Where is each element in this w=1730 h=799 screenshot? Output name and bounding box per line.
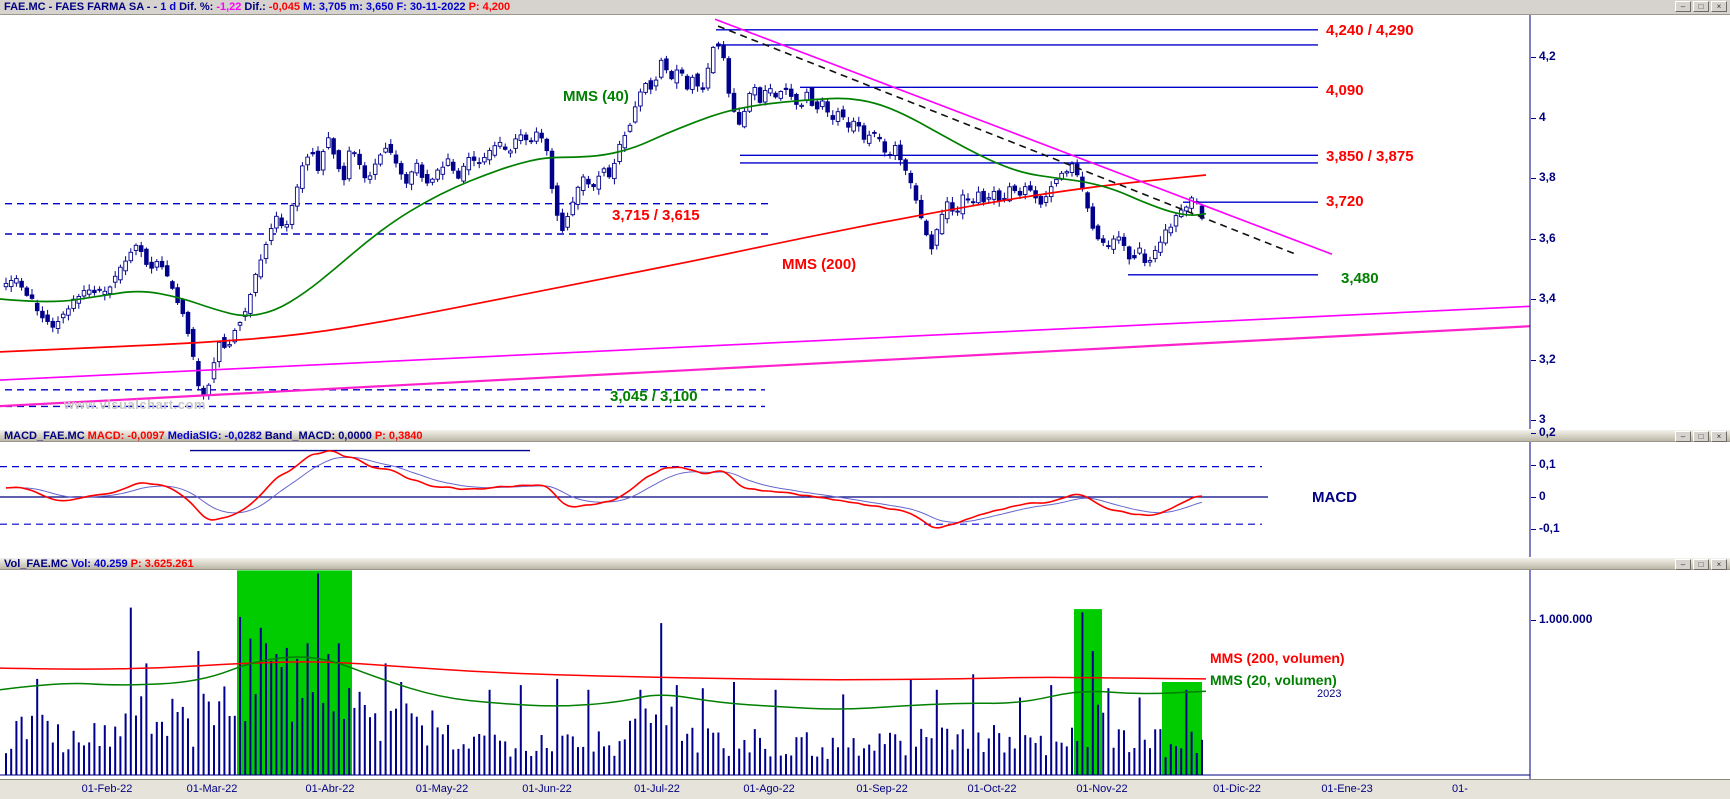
date-axis-label: 01- — [1452, 783, 1468, 795]
volume-chart-canvas[interactable] — [0, 570, 1730, 779]
date-axis-label: 01-Dic-22 — [1213, 783, 1261, 795]
mms40-line — [0, 97, 1207, 317]
volume-highlight-block — [237, 570, 352, 775]
band-macd-value: Band_MACD: 0,0000 — [264, 430, 372, 442]
price-title-text: FAE.MC - FAES FARMA SA - -1 d Dif. %: -1,2… — [4, 1, 513, 13]
date-axis-label: 01-Jun-22 — [522, 783, 572, 795]
dif-pct-label: Dif. %: — [179, 1, 214, 13]
candlestick-series — [3, 41, 1205, 400]
volume-bars — [5, 573, 1203, 776]
macd-chart-canvas[interactable] — [0, 442, 1730, 557]
trend-line — [717, 25, 1299, 256]
date-axis-label: 01-Abr-22 — [305, 783, 355, 795]
date-axis-label: 01-Feb-22 — [81, 783, 133, 795]
date-axis-label: 01-Jul-22 — [634, 783, 680, 795]
volume-p-value: P: 3.625.261 — [130, 558, 194, 570]
mms200-line — [0, 174, 1207, 353]
volume-panel-titlebar[interactable]: Vol_FAE.MC Vol: 40.259 P: 3.625.261 – □ × — [0, 557, 1730, 570]
restore-button[interactable]: □ — [1693, 431, 1709, 442]
volume-panel: Vol_FAE.MC Vol: 40.259 P: 3.625.261 – □ × — [0, 557, 1730, 779]
trend-line — [714, 18, 1333, 255]
close-button[interactable]: × — [1711, 1, 1727, 12]
trend-line — [0, 305, 1531, 381]
volume-value: Vol: 40.259 — [70, 558, 128, 570]
volume-title-text: Vol_FAE.MC Vol: 40.259 P: 3.625.261 — [4, 558, 197, 570]
date-axis-label: 01-Ene-23 — [1321, 783, 1373, 795]
session-high: M: 3,705 — [303, 1, 347, 13]
mediasig-value: MediaSIG: -0,0282 — [167, 430, 262, 442]
session-low: m: 3,650 — [349, 1, 394, 13]
symbol-title: FAE.MC - FAES FARMA SA - - — [4, 1, 158, 13]
close-button[interactable]: × — [1711, 431, 1727, 442]
time-axis[interactable]: 01-Feb-22 01-Mar-22 01-Abr-22 01-May-22 01-J… — [0, 779, 1730, 799]
restore-button[interactable]: □ — [1693, 559, 1709, 570]
dif-value: -0,045 — [268, 1, 300, 13]
macd-title: MACD_FAE.MC — [4, 430, 85, 442]
price-panel-titlebar[interactable]: FAE.MC - FAES FARMA SA - -1 d Dif. %: -1,2… — [0, 0, 1730, 15]
session-date: F: 30-11-2022 — [396, 1, 466, 13]
date-axis-label: 01-Oct-22 — [967, 783, 1017, 795]
volume-mms200-line — [0, 661, 1207, 681]
restore-button[interactable]: □ — [1693, 1, 1709, 12]
macd-panel-titlebar[interactable]: MACD_FAE.MC MACD: -0,0097 MediaSIG: -0,028… — [0, 429, 1730, 442]
date-axis-label: 01-Sep-22 — [856, 783, 908, 795]
macd-title-text: MACD_FAE.MC MACD: -0,0097 MediaSIG: -0,028… — [4, 430, 426, 442]
date-axis-label: 01-Nov-22 — [1076, 783, 1128, 795]
minimize-button[interactable]: – — [1675, 559, 1691, 570]
date-axis-label: 01-Mar-22 — [186, 783, 238, 795]
macd-panel: MACD_FAE.MC MACD: -0,0097 MediaSIG: -0,028… — [0, 429, 1730, 557]
minimize-button[interactable]: – — [1675, 1, 1691, 12]
trend-line — [0, 325, 1531, 408]
close-button[interactable]: × — [1711, 559, 1727, 570]
price-panel: FAE.MC - FAES FARMA SA - -1 d Dif. %: -1,2… — [0, 0, 1730, 429]
dif-label: Dif.: — [244, 1, 266, 13]
macd-value: MACD: -0,0097 — [87, 430, 165, 442]
date-axis-label: 01-Ago-22 — [743, 783, 795, 795]
price-window-buttons: – □ × — [1675, 1, 1727, 12]
macd-window-buttons: – □ × — [1675, 431, 1727, 442]
price-chart-canvas[interactable] — [0, 15, 1730, 429]
minimize-button[interactable]: – — [1675, 431, 1691, 442]
price-objective: P: 4,200 — [468, 1, 511, 13]
volume-title: Vol_FAE.MC — [4, 558, 68, 570]
timeframe: 1 d — [160, 1, 177, 13]
macd-line — [5, 450, 1203, 529]
date-axis-label: 01-May-22 — [415, 783, 469, 795]
volume-window-buttons: – □ × — [1675, 559, 1727, 570]
macd-p-value: P: 0,3840 — [374, 430, 423, 442]
dif-pct-value: -1,22 — [216, 1, 242, 13]
volume-mms20-line — [0, 656, 1207, 710]
